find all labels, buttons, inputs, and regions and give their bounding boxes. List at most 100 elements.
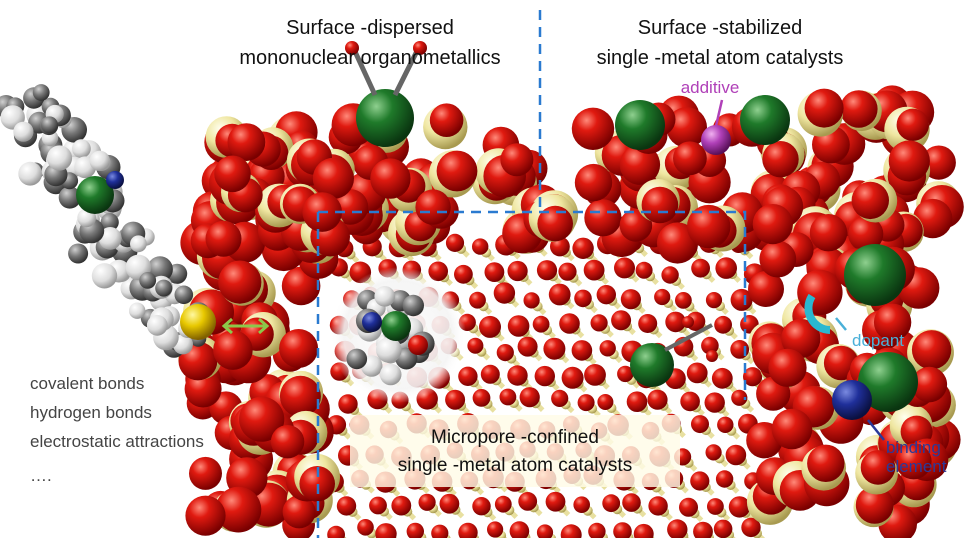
dopant-label: dopant [852, 331, 904, 350]
atom [419, 494, 436, 511]
label-backdrop [350, 415, 680, 487]
atom [485, 262, 505, 282]
atom [559, 313, 580, 334]
atom [707, 498, 724, 515]
atom [518, 337, 538, 357]
atom [726, 445, 747, 466]
atom [675, 292, 692, 309]
atom [271, 425, 304, 458]
atom [706, 292, 722, 308]
atom [106, 171, 124, 189]
section-title: single -metal atom catalysts [398, 455, 632, 476]
atom [558, 263, 576, 281]
atom [454, 265, 473, 284]
atom [889, 140, 930, 181]
atom [213, 330, 253, 370]
atom [600, 340, 616, 356]
atom [810, 214, 847, 251]
additive-label: additive [681, 78, 740, 97]
atom [472, 238, 488, 254]
atom [537, 260, 557, 280]
atom [130, 235, 147, 252]
atom [280, 376, 321, 417]
atom [440, 494, 460, 514]
atom [712, 368, 733, 389]
atom [362, 312, 382, 332]
atom [189, 457, 222, 490]
interaction-item: hydrogen bonds [30, 403, 152, 422]
binding-label: binding [886, 438, 941, 457]
atom [621, 289, 641, 309]
atom [445, 390, 465, 410]
atom [139, 272, 156, 289]
atom [575, 164, 612, 201]
atom [535, 366, 555, 386]
atom [473, 389, 491, 407]
atom [852, 182, 889, 219]
atom [647, 390, 667, 410]
metal-atom [381, 311, 411, 341]
atom [467, 338, 483, 354]
atom [500, 389, 517, 406]
atom [797, 270, 842, 315]
atom [469, 292, 486, 309]
section-title: Surface -stabilized [638, 17, 803, 39]
atom [18, 162, 42, 186]
atom [549, 284, 571, 306]
metal-atom [740, 95, 790, 145]
atom [627, 391, 648, 412]
atom [654, 289, 670, 305]
atom [715, 257, 737, 279]
atom [546, 492, 566, 512]
atom [497, 344, 514, 361]
atom [912, 330, 951, 369]
atom [479, 316, 501, 338]
atom [347, 349, 368, 370]
atom [228, 123, 266, 161]
atom [572, 238, 593, 259]
atom [759, 241, 796, 278]
atom [408, 335, 428, 355]
atom [430, 103, 464, 137]
atom [562, 367, 584, 389]
atom [716, 470, 733, 487]
atom [524, 292, 540, 308]
atom [551, 390, 568, 407]
anchor-atom [180, 304, 216, 340]
atom [376, 337, 402, 363]
atom [507, 365, 527, 385]
metal-atom [615, 100, 665, 150]
atom [47, 145, 72, 170]
section-title: Surface -dispersed [286, 17, 454, 39]
atom [578, 394, 595, 411]
atom [380, 364, 402, 386]
atom [574, 290, 592, 308]
atom [768, 349, 806, 387]
atom [714, 520, 733, 538]
atom [33, 84, 50, 101]
atom [129, 303, 145, 319]
atom [730, 340, 749, 359]
atom [90, 151, 110, 171]
atom [68, 244, 88, 264]
atom [682, 316, 694, 328]
atom [691, 259, 710, 278]
atom [611, 310, 631, 330]
atom [648, 496, 667, 515]
atom [690, 471, 709, 490]
atom [679, 498, 698, 517]
atom [807, 445, 844, 482]
atom [584, 199, 621, 236]
atom [72, 139, 91, 158]
dopant-atom [844, 244, 906, 306]
atom [661, 266, 678, 283]
interaction-item: electrostatic attractions [30, 432, 204, 451]
section-title: mononuclear organometallics [239, 47, 500, 69]
atom [772, 409, 813, 450]
atom [805, 89, 844, 128]
atom [458, 367, 477, 386]
atom [543, 338, 565, 360]
atom [13, 122, 33, 142]
atom [591, 314, 608, 331]
atom [357, 519, 374, 536]
